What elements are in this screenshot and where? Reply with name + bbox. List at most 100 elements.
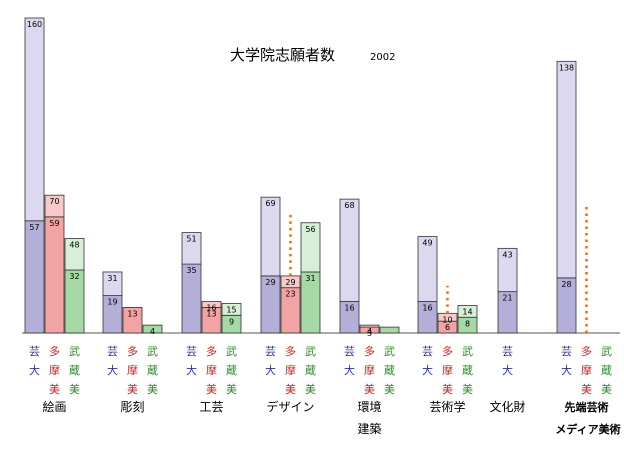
data-label: 57 — [29, 223, 39, 232]
bar-segment — [181, 232, 202, 265]
school-label-char: 武 — [305, 345, 316, 358]
data-label: 19 — [107, 298, 117, 307]
school-label-char: 大 — [265, 363, 276, 377]
school-label-char: 芸 — [502, 345, 513, 358]
data-label: 31 — [107, 274, 117, 283]
data-label: 68 — [344, 201, 354, 210]
bar-segment — [359, 324, 380, 328]
bar-segment — [457, 305, 478, 318]
data-label: 4 — [367, 327, 372, 336]
data-label: 14 — [462, 307, 472, 316]
school-label-char: 大 — [186, 363, 197, 377]
school-label-char: 芸 — [186, 345, 197, 358]
data-label: 21 — [502, 294, 512, 303]
school-label-char: 多 — [442, 344, 453, 358]
category-label-line2: メディア美術 — [555, 422, 620, 436]
data-label: 51 — [186, 235, 196, 244]
school-label-char: 摩 — [127, 363, 138, 377]
bar-segment — [497, 247, 518, 293]
school-label-char: 蔵 — [226, 364, 237, 377]
data-label: 4 — [150, 327, 155, 336]
chart-year: 2002 — [370, 52, 395, 63]
category-label: 彫刻 — [120, 400, 144, 414]
school-label-char: 美 — [305, 383, 316, 396]
data-label: 23 — [285, 290, 295, 299]
data-label: 15 — [226, 305, 236, 314]
school-label-char: 蔵 — [69, 364, 80, 377]
school-label-char: 芸 — [422, 345, 433, 358]
data-label: 56 — [305, 225, 315, 234]
data-label: 35 — [186, 266, 196, 275]
data-label: 43 — [502, 250, 512, 259]
data-label: 28 — [561, 280, 571, 289]
school-label-char: 美 — [462, 383, 473, 396]
bar-segment — [64, 238, 85, 271]
category-label: 工芸 — [199, 400, 223, 414]
school-label-char: 美 — [49, 383, 60, 396]
data-label: 16 — [344, 304, 354, 313]
bar-segment — [142, 324, 163, 334]
school-label-char: 武 — [69, 345, 80, 358]
school-label-char: 大 — [422, 363, 433, 377]
bar-segment — [24, 220, 45, 334]
data-label: 32 — [69, 272, 79, 281]
bar-segment — [44, 216, 65, 334]
bar-segment — [201, 301, 222, 308]
category-label: 先端芸術 — [565, 400, 609, 414]
school-label-char: 多 — [206, 344, 217, 358]
category-label: 芸術学 — [429, 399, 465, 414]
school-label-char: 摩 — [49, 363, 60, 377]
data-label: 160 — [27, 20, 42, 29]
school-label-char: 芸 — [265, 345, 276, 358]
data-label: 138 — [559, 63, 574, 72]
school-label-char: 武 — [147, 345, 158, 358]
school-label-char: 美 — [69, 383, 80, 396]
school-label-char: 多 — [581, 344, 592, 358]
data-label: 3 — [367, 329, 372, 338]
school-label-char: 蔵 — [305, 364, 316, 377]
school-label-char: 大 — [502, 363, 513, 377]
data-label: 70 — [49, 197, 59, 206]
data-label: 59 — [49, 219, 59, 228]
school-label-char: 大 — [107, 363, 118, 377]
data-label: 48 — [69, 241, 79, 250]
chart-marks: 57160芸大5970多摩美3248武蔵美絵画1931芸大13多摩美4武蔵美彫刻… — [24, 17, 621, 436]
school-label-char: 摩 — [285, 363, 296, 377]
bar-segment — [379, 326, 400, 334]
school-label-char: 美 — [206, 383, 217, 396]
school-label-char: 芸 — [107, 345, 118, 358]
data-label: 10 — [442, 315, 452, 324]
school-label-char: 摩 — [581, 363, 592, 377]
school-label-char: 武 — [601, 345, 612, 358]
data-label: 16 — [206, 304, 216, 313]
school-label-char: 摩 — [442, 363, 453, 377]
bar-segment — [260, 196, 281, 277]
school-label-char: 美 — [147, 383, 158, 396]
data-label: 9 — [229, 317, 234, 326]
school-label-char: 武 — [226, 345, 237, 358]
bar-segment — [417, 236, 438, 302]
data-label: 13 — [127, 309, 137, 318]
school-label-char: 武 — [384, 345, 395, 358]
school-label-char: 多 — [285, 344, 296, 358]
data-label: 13 — [206, 309, 216, 318]
data-label: 16 — [422, 304, 432, 313]
school-label-char: 美 — [127, 383, 138, 396]
data-label: 29 — [265, 278, 275, 287]
category-label: 文化財 — [489, 399, 525, 414]
school-label-char: 蔵 — [147, 364, 158, 377]
bar-segment — [24, 17, 45, 222]
data-label: 69 — [265, 199, 275, 208]
bar-segment — [221, 303, 242, 316]
school-label-char: 美 — [384, 383, 395, 396]
school-label-char: 蔵 — [601, 364, 612, 377]
school-label-char: 武 — [462, 345, 473, 358]
data-label: 49 — [422, 239, 432, 248]
school-label-char: 大 — [29, 363, 40, 377]
school-label-char: 蔵 — [462, 364, 473, 377]
school-label-char: 多 — [49, 344, 60, 358]
bar-segment — [339, 198, 360, 302]
data-label: 29 — [285, 278, 295, 287]
data-label: 8 — [465, 319, 470, 328]
school-label-char: 美 — [226, 383, 237, 396]
